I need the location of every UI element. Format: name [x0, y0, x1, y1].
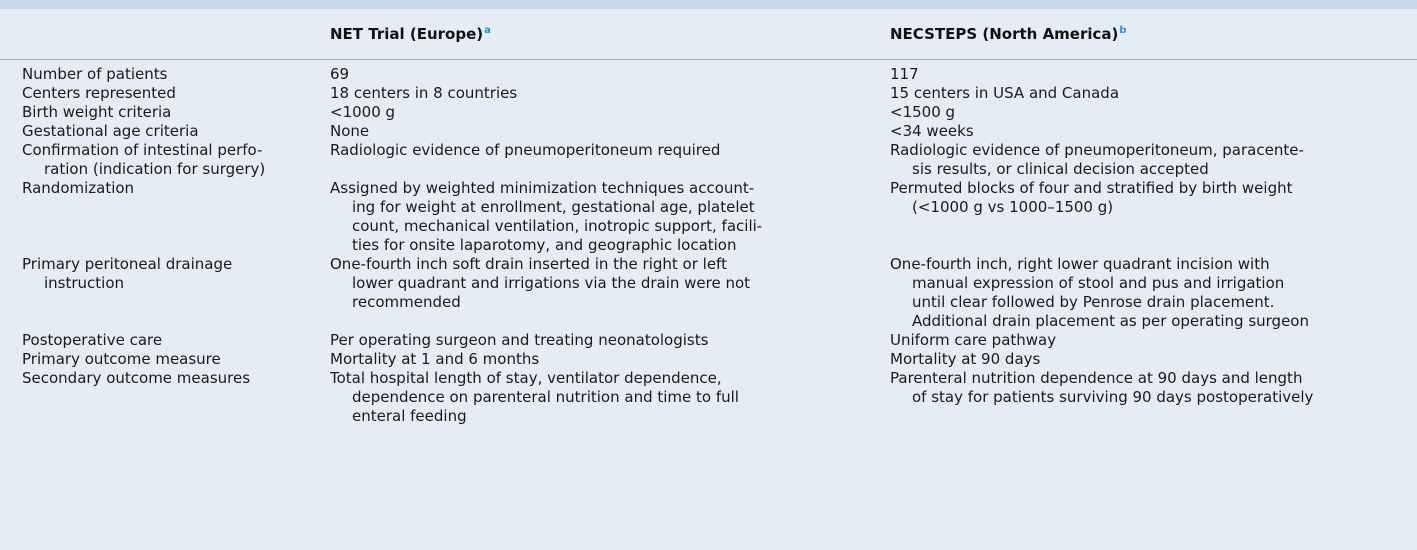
table-row: Centers represented 18 centers in 8 count… [0, 84, 1417, 103]
necsteps-cell: Mortality at 90 days [890, 350, 1417, 369]
criterion-text: Primary outcome measure [22, 350, 221, 368]
net-trial-text: dependence on parenteral nutrition and t… [352, 388, 739, 406]
header-necsteps: NECSTEPS (North America)b [890, 25, 1417, 44]
necsteps-text: Additional drain placement as per operat… [912, 312, 1309, 330]
necsteps-text: manual expression of stool and pus and i… [912, 274, 1285, 292]
table-body: Number of patients 69 117 Centers represent… [0, 60, 1417, 426]
criterion-cell: Birth weight criteria [0, 103, 330, 122]
net-trial-text: Assigned by weighted minimization techni… [330, 179, 755, 197]
necsteps-cell: Radiologic evidence of pneumoperitoneum,… [890, 141, 1417, 179]
necsteps-text: Uniform care pathway [890, 331, 1057, 349]
necsteps-cell: 117 [890, 65, 1417, 84]
header-net-label: NET Trial (Europe) [330, 24, 484, 43]
net-trial-cell: None [330, 122, 890, 141]
criterion-text: Postoperative care [22, 331, 163, 349]
net-trial-text: lower quadrant and irrigations via the d… [352, 274, 751, 292]
table-row: Primary outcome measure Mortality at 1 an… [0, 350, 1417, 369]
footnote-a-link[interactable]: a [484, 24, 491, 36]
criterion-text: Randomization [22, 179, 135, 197]
necsteps-cell: <1500 g [890, 103, 1417, 122]
net-trial-text: <1000 g [330, 103, 396, 121]
net-trial-text: Radiologic evidence of pneumoperitoneum … [330, 141, 721, 159]
criterion-text: Centers represented [22, 84, 176, 102]
necsteps-text: (<1000 g vs 1000–1500 g) [912, 198, 1114, 216]
criterion-cell: Randomization [0, 179, 330, 255]
criterion-cell: Secondary outcome measures [0, 369, 330, 426]
net-trial-text: One-fourth inch soft drain inserted in t… [330, 255, 727, 273]
net-trial-text: count, mechanical ventilation, inotropic… [352, 217, 763, 235]
net-trial-cell: 69 [330, 65, 890, 84]
table-header: NET Trial (Europe)a NECSTEPS (North Amer… [0, 9, 1417, 59]
criterion-cell: Confirmation of intestinal perfo-ration … [0, 141, 330, 179]
net-trial-cell: One-fourth inch soft drain inserted in t… [330, 255, 890, 331]
net-trial-cell: Mortality at 1 and 6 months [330, 350, 890, 369]
table-row: Birth weight criteria <1000 g <1500 g [0, 103, 1417, 122]
necsteps-text: until clear followed by Penrose drain pl… [912, 293, 1275, 311]
net-trial-text: None [330, 122, 370, 140]
criterion-cell: Postoperative care [0, 331, 330, 350]
net-trial-text: enteral feeding [352, 407, 467, 425]
net-trial-text: Total hospital length of stay, ventilato… [330, 369, 722, 387]
necsteps-cell: Uniform care pathway [890, 331, 1417, 350]
criterion-text: ration (indication for surgery) [44, 160, 266, 178]
table-row: Secondary outcome measures Total hospital… [0, 369, 1417, 426]
top-rule [0, 0, 1417, 9]
net-trial-text: ties for onsite laparotomy, and geograph… [352, 236, 737, 254]
criterion-text: Primary peritoneal drainage [22, 255, 233, 273]
footnote-b-link[interactable]: b [1119, 24, 1127, 36]
necsteps-text: 117 [890, 65, 919, 83]
net-trial-text: 18 centers in 8 countries [330, 84, 518, 102]
header-net-trial: NET Trial (Europe)a [330, 25, 890, 44]
criterion-text: Number of patients [22, 65, 168, 83]
criterion-text: Birth weight criteria [22, 103, 172, 121]
criterion-text: instruction [44, 274, 125, 292]
necsteps-text: One-fourth inch, right lower quadrant in… [890, 255, 1270, 273]
net-trial-cell: Total hospital length of stay, ventilato… [330, 369, 890, 426]
necsteps-text: <34 weeks [890, 122, 974, 140]
net-trial-cell: <1000 g [330, 103, 890, 122]
table-row: Primary peritoneal drainage instruction On… [0, 255, 1417, 331]
criterion-cell: Primary peritoneal drainage instruction [0, 255, 330, 331]
table-row: Gestational age criteria None <34 weeks [0, 122, 1417, 141]
comparison-table: NET Trial (Europe)a NECSTEPS (North Amer… [0, 9, 1417, 426]
table-row: Confirmation of intestinal perfo-ration … [0, 141, 1417, 179]
necsteps-text: sis results, or clinical decision accept… [912, 160, 1209, 178]
criterion-cell: Centers represented [0, 84, 330, 103]
criterion-cell: Number of patients [0, 65, 330, 84]
table-row: Number of patients 69 117 [0, 65, 1417, 84]
necsteps-text: Parenteral nutrition dependence at 90 da… [890, 369, 1303, 387]
necsteps-text: Permuted blocks of four and stratified b… [890, 179, 1293, 197]
necsteps-cell: <34 weeks [890, 122, 1417, 141]
necsteps-text: Radiologic evidence of pneumoperitoneum,… [890, 141, 1304, 159]
criterion-cell: Gestational age criteria [0, 122, 330, 141]
net-trial-cell: 18 centers in 8 countries [330, 84, 890, 103]
net-trial-text: Per operating surgeon and treating neona… [330, 331, 709, 349]
criterion-text: Confirmation of intestinal perfo- [22, 141, 263, 159]
net-trial-text: 69 [330, 65, 350, 83]
necsteps-text: 15 centers in USA and Canada [890, 84, 1120, 102]
table-row: Postoperative care Per operating surgeon … [0, 331, 1417, 350]
necsteps-cell: 15 centers in USA and Canada [890, 84, 1417, 103]
criterion-text: Gestational age criteria [22, 122, 199, 140]
necsteps-text: of stay for patients surviving 90 days p… [912, 388, 1314, 406]
net-trial-cell: Radiologic evidence of pneumoperitoneum … [330, 141, 890, 179]
necsteps-cell: Parenteral nutrition dependence at 90 da… [890, 369, 1417, 426]
necsteps-text: Mortality at 90 days [890, 350, 1041, 368]
table-row: Randomization Assigned by weighted minimi… [0, 179, 1417, 255]
net-trial-cell: Per operating surgeon and treating neona… [330, 331, 890, 350]
criterion-text: Secondary outcome measures [22, 369, 251, 387]
necsteps-text: <1500 g [890, 103, 956, 121]
net-trial-text: ing for weight at enrollment, gestationa… [352, 198, 755, 216]
header-necsteps-label: NECSTEPS (North America) [890, 24, 1119, 43]
necsteps-cell: Permuted blocks of four and stratified b… [890, 179, 1417, 255]
net-trial-cell: Assigned by weighted minimization techni… [330, 179, 890, 255]
criterion-cell: Primary outcome measure [0, 350, 330, 369]
net-trial-text: Mortality at 1 and 6 months [330, 350, 540, 368]
net-trial-text: recommended [352, 293, 461, 311]
header-rule [0, 59, 1417, 60]
necsteps-cell: One-fourth inch, right lower quadrant in… [890, 255, 1417, 331]
